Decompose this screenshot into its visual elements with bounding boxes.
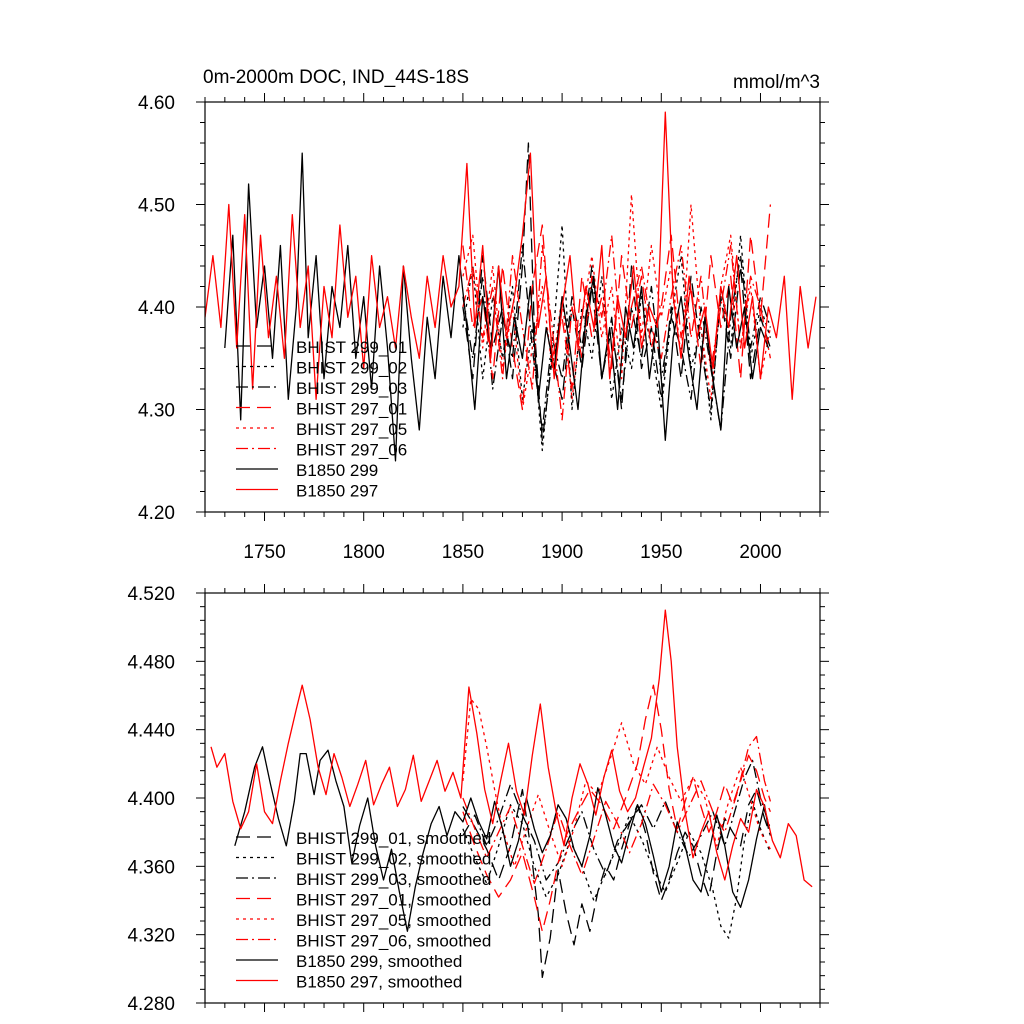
chart-title: 0m-2000m DOC, IND_44S-18S [203,67,469,88]
legend-label: BHIST 297_05, smoothed [296,911,491,930]
y-tick-label: 4.360 [127,857,175,878]
legend-label: BHIST 299_02, smoothed [296,850,491,869]
x-tick-label: 1950 [640,542,682,563]
x-tick-label: 1850 [442,542,484,563]
bottom-panel: 4.280 4.320 4.360 4.400 4.440 4.480 4.520 BHIST… [127,584,829,1015]
series-line-bhist-299-03-smoothed [462,759,772,881]
legend-label: BHIST 299_01, smoothed [296,829,491,848]
legend-label: BHIST 297_06 [296,441,407,460]
series-line-bhist-297-05-smoothed [462,698,771,867]
legend-label: BHIST 297_05 [296,420,407,439]
legend-label: B1850 299 [296,461,378,480]
series-line-bhist-297-06 [462,234,772,421]
legend-label: BHIST 297_01 [296,400,407,419]
legend: BHIST 299_01, smoothed BHIST 299_02, smoo… [236,829,491,992]
legend-label: BHIST 299_02 [296,359,407,378]
y-tick-label: 4.20 [138,503,175,524]
x-tick-label: 1800 [343,542,385,563]
x-tick-label: 2000 [739,542,781,563]
series-group [210,609,813,979]
y-tick-label: 4.520 [127,584,175,605]
series-line-bhist-299-02-smoothed [462,800,772,939]
series-line-bhist-299-01 [462,142,772,441]
legend-label: BHIST 299_03 [296,379,407,398]
x-tick-label: 1750 [243,542,285,563]
series-line-bhist-297-01-smoothed [462,684,771,932]
legend-label: BHIST 299_01 [296,338,407,357]
series-line-b1850-299-smoothed [234,746,770,932]
legend-label: B1850 297 [296,482,378,501]
series-line-bhist-297-06-smoothed [462,735,772,885]
legend-label: B1850 299, smoothed [296,952,462,971]
series-group [205,111,817,462]
y-tick-label: 4.480 [127,652,175,673]
y-tick-label: 4.60 [138,93,175,114]
y-tick-label: 4.40 [138,298,175,319]
y-tick-label: 4.320 [127,926,175,947]
top-panel: 4.20 4.30 4.40 4.50 4.60 1750 1800 1850 1900 1950… [138,93,829,563]
y-tick-label: 4.50 [138,196,175,217]
y-tick-label: 4.30 [138,401,175,422]
series-line-bhist-297-01 [462,204,772,411]
legend-label: BHIST 297_01, smoothed [296,891,491,910]
y-tick-label: 4.400 [127,789,175,810]
series-line-b1850-297-smoothed [210,609,813,888]
legend-label: B1850 297, smoothed [296,973,462,992]
x-tick-label: 1900 [541,542,583,563]
y-tick-label: 4.280 [127,994,175,1015]
y-tick-label: 4.440 [127,721,175,742]
series-line-b1850-297 [205,111,817,400]
legend-label: BHIST 297_06, smoothed [296,932,491,951]
units-label: mmol/m^3 [733,72,820,93]
legend-label: BHIST 299_03, smoothed [296,870,491,889]
